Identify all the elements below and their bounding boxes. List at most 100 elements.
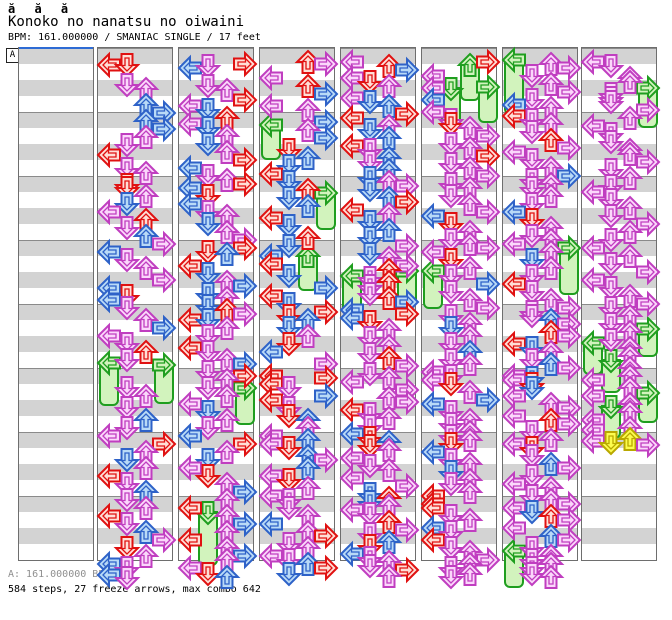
note-arrow-right-icon bbox=[636, 431, 661, 459]
note-arrow-right-icon bbox=[314, 522, 339, 550]
note-arrow-left-icon bbox=[339, 262, 364, 290]
note-arrow-down-icon bbox=[597, 204, 625, 229]
note-arrow-up-icon bbox=[294, 73, 322, 98]
note-arrow-down-icon bbox=[113, 416, 141, 441]
note-arrow-left-icon bbox=[339, 132, 364, 160]
note-arrow-left-icon bbox=[177, 422, 202, 450]
note-arrow-down-icon bbox=[113, 488, 141, 513]
note-arrow-right-icon bbox=[233, 300, 258, 328]
note-arrow-down-icon bbox=[356, 434, 384, 459]
note-arrow-down-icon bbox=[356, 454, 384, 479]
note-arrow-up-icon bbox=[213, 407, 241, 432]
note-arrow-left-icon bbox=[258, 542, 283, 570]
note-arrow-down-icon bbox=[275, 404, 303, 429]
note-arrow-up-icon bbox=[213, 564, 241, 589]
note-arrow-right-icon bbox=[395, 100, 420, 128]
note-arrow-right-icon bbox=[314, 179, 339, 207]
note-arrow-right-icon bbox=[233, 272, 258, 300]
note-arrow-up-icon bbox=[132, 543, 160, 568]
note-arrow-down-icon bbox=[113, 512, 141, 537]
note-arrow-left-icon bbox=[258, 482, 283, 510]
note-arrow-down-icon bbox=[113, 133, 141, 158]
note-arrow-right-icon bbox=[314, 298, 339, 326]
note-arrow-right-icon bbox=[636, 379, 661, 407]
note-arrow-up-icon bbox=[132, 495, 160, 520]
note-arrow-down-icon bbox=[518, 376, 546, 401]
note-arrow-up-icon bbox=[213, 383, 241, 408]
note-arrow-left-icon bbox=[258, 282, 283, 310]
note-arrow-left-icon bbox=[96, 286, 121, 314]
note-arrow-up-icon bbox=[537, 127, 565, 152]
note-arrow-right-icon bbox=[314, 274, 339, 302]
note-arrow-down-icon bbox=[275, 376, 303, 401]
note-arrow-up-icon bbox=[213, 139, 241, 164]
note-arrow-down-icon bbox=[437, 372, 465, 397]
note-arrow-up-icon bbox=[375, 563, 403, 588]
note-arrow-left-icon bbox=[177, 390, 202, 418]
note-arrow-right-icon bbox=[636, 258, 661, 286]
note-arrow-left-icon bbox=[420, 390, 445, 418]
note-arrow-right-icon bbox=[152, 526, 177, 554]
note-arrow-left-icon bbox=[501, 402, 526, 430]
note-arrow-up-icon bbox=[132, 183, 160, 208]
chart-column-2 bbox=[96, 47, 177, 591]
note-arrow-right-icon bbox=[233, 430, 258, 458]
note-arrow-right-icon bbox=[233, 234, 258, 262]
note-arrow-right-icon bbox=[557, 322, 582, 350]
note-arrow-left-icon bbox=[501, 430, 526, 458]
note-arrow-right-icon bbox=[395, 472, 420, 500]
note-arrow-up-icon bbox=[537, 255, 565, 280]
note-arrow-down-icon bbox=[194, 340, 222, 365]
note-arrow-down-icon bbox=[437, 112, 465, 137]
chart-column-6 bbox=[420, 47, 501, 590]
note-arrow-left-icon bbox=[501, 138, 526, 166]
note-arrow-down-icon bbox=[275, 436, 303, 461]
note-arrow-left-icon bbox=[177, 526, 202, 554]
note-arrow-left-icon bbox=[580, 382, 605, 410]
note-arrow-down-icon bbox=[356, 242, 384, 267]
note-arrow-left-icon bbox=[420, 98, 445, 126]
note-arrow-right-icon bbox=[557, 134, 582, 162]
note-arrow-up-icon bbox=[294, 323, 322, 348]
note-arrow-left-icon bbox=[258, 250, 283, 278]
note-arrow-down-icon bbox=[437, 472, 465, 497]
note-arrow-right-icon bbox=[476, 198, 501, 226]
note-arrow-right-icon bbox=[557, 54, 582, 82]
note-arrow-up-icon bbox=[456, 255, 484, 280]
note-arrow-down-icon bbox=[275, 214, 303, 239]
note-arrow-down-icon bbox=[518, 148, 546, 173]
note-arrow-down-icon bbox=[518, 120, 546, 145]
header-glyphs: ă ă ă bbox=[8, 2, 69, 16]
note-arrow-up-icon bbox=[294, 225, 322, 250]
note-arrow-down-icon bbox=[275, 562, 303, 587]
note-arrow-right-icon bbox=[314, 554, 339, 582]
note-arrow-left-icon bbox=[501, 494, 526, 522]
note-arrow-left-icon bbox=[420, 202, 445, 230]
note-arrow-right-icon bbox=[152, 230, 177, 258]
note-arrow-left-icon bbox=[339, 104, 364, 132]
note-arrow-right-icon bbox=[557, 526, 582, 554]
note-arrow-left-icon bbox=[501, 270, 526, 298]
note-arrow-left-icon bbox=[501, 198, 526, 226]
note-arrow-left-icon bbox=[501, 514, 526, 542]
chart-column-3 bbox=[177, 47, 258, 589]
note-arrow-right-icon bbox=[636, 96, 661, 124]
note-arrow-down-icon bbox=[275, 468, 303, 493]
note-arrow-up-icon bbox=[294, 193, 322, 218]
note-arrow-down-icon bbox=[275, 496, 303, 521]
note-arrow-up-icon bbox=[456, 507, 484, 532]
note-arrow-down-icon bbox=[194, 416, 222, 441]
note-arrow-right-icon bbox=[395, 516, 420, 544]
note-arrow-left-icon bbox=[420, 526, 445, 554]
note-arrow-up-icon bbox=[213, 503, 241, 528]
note-arrow-down-icon bbox=[356, 118, 384, 143]
note-arrow-down-icon bbox=[113, 396, 141, 421]
note-arrow-right-icon bbox=[152, 115, 177, 143]
note-arrow-right-icon bbox=[233, 146, 258, 174]
note-arrow-left-icon bbox=[177, 252, 202, 280]
note-arrow-down-icon bbox=[597, 228, 625, 253]
note-arrow-up-icon bbox=[456, 155, 484, 180]
note-arrow-up-icon bbox=[456, 479, 484, 504]
note-arrow-down-icon bbox=[518, 464, 546, 489]
